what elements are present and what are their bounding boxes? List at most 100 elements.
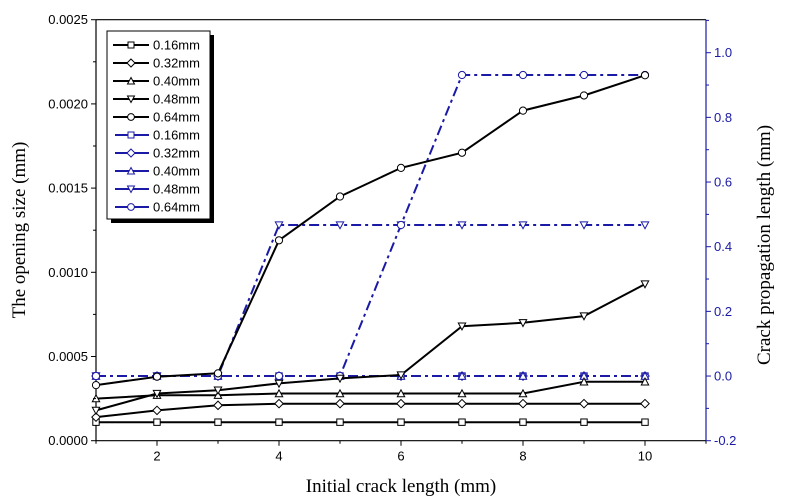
marker-circle-icon	[457, 148, 467, 157]
marker-square-icon	[641, 418, 649, 426]
marker-triangle-down-icon	[213, 386, 223, 395]
marker-triangle-down-icon	[274, 221, 284, 230]
y-tick-label-right: 0.8	[714, 110, 732, 125]
series-032mm-left	[91, 398, 650, 423]
marker-triangle-down-icon	[152, 389, 162, 399]
marker-diamond-icon	[152, 405, 162, 416]
marker-triangle-up-icon	[126, 76, 136, 85]
marker-circle-icon	[457, 70, 467, 80]
marker-circle-icon	[518, 70, 528, 80]
y-tick-label-right: -0.2	[714, 433, 736, 448]
marker-diamond-icon	[579, 398, 589, 409]
series-layer	[91, 70, 650, 426]
legend-label: 0.48mm	[153, 92, 200, 107]
marker-diamond-icon	[518, 398, 528, 409]
y-tick-label-left: 0.0010	[48, 265, 88, 280]
marker-circle-icon	[274, 371, 284, 381]
marker-diamond-icon	[91, 412, 101, 423]
legend-label: 0.64mm	[153, 200, 200, 215]
marker-triangle-down-icon	[518, 319, 528, 328]
marker-triangle-down-icon	[126, 95, 136, 104]
marker-triangle-up-icon	[335, 388, 345, 398]
legend-item: 0.40mm	[115, 164, 200, 179]
marker-diamond-icon	[274, 398, 284, 409]
marker-circle-icon	[152, 372, 162, 381]
legend: 0.16mm 0.32mm 0.40mm 0.48mm 0.64mm 0.16mm 0.32…	[106, 30, 214, 223]
x-tick-label: 10	[638, 449, 652, 464]
series-048mm-left	[91, 280, 650, 416]
y-tick-label-right: 0.2	[714, 304, 732, 319]
marker-circle-icon	[579, 70, 589, 80]
marker-circle-icon	[91, 371, 101, 381]
series-016mm-left	[92, 418, 649, 426]
marker-circle-icon	[335, 192, 345, 201]
marker-triangle-up-icon	[579, 377, 589, 386]
y-tick-label-left: 0.0000	[48, 433, 88, 448]
marker-triangle-up-icon	[518, 388, 528, 398]
marker-triangle-down-icon	[335, 374, 345, 384]
y-axis-title-left: The opening size (mm)	[9, 142, 30, 319]
legend-item: 0.32mm	[115, 146, 200, 161]
legend-item: 0.16mm	[113, 38, 200, 53]
marker-triangle-up-icon	[126, 166, 136, 175]
marker-circle-icon	[274, 236, 284, 245]
axes-layer: 2 4 6 8 100.00000.00050.00100.00150.00200.00…	[48, 12, 736, 464]
legend-item: 0.64mm	[113, 110, 200, 125]
legend-label: 0.40mm	[153, 74, 200, 89]
y-axis-title-right: Crack propagation length (mm)	[754, 125, 775, 365]
marker-circle-icon	[91, 381, 101, 390]
marker-square-icon	[336, 418, 344, 426]
marker-triangle-up-icon	[213, 390, 223, 399]
marker-diamond-icon	[640, 398, 650, 409]
legend-item: 0.48mm	[115, 182, 200, 197]
y-tick-label-right: 0.0	[714, 369, 732, 384]
marker-triangle-up-icon	[640, 377, 650, 386]
marker-circle-icon	[396, 220, 406, 230]
x-tick-label: 8	[519, 449, 526, 464]
legend-item: 0.40mm	[113, 74, 200, 89]
marker-circle-icon	[396, 163, 406, 172]
legend-item: 0.16mm	[115, 128, 200, 143]
legend-label: 0.32mm	[153, 56, 200, 71]
marker-triangle-up-icon	[457, 388, 467, 398]
y-tick-label-left: 0.0025	[48, 12, 88, 27]
series-040mm-left	[91, 377, 650, 403]
x-axis-title: Initial crack length (mm)	[306, 476, 496, 497]
y-tick-label-right: 0.4	[714, 239, 732, 254]
legend-label: 0.16mm	[153, 38, 200, 53]
marker-triangle-down-icon	[518, 221, 528, 230]
y-tick-label-left: 0.0015	[48, 181, 88, 196]
legend-label: 0.48mm	[153, 182, 200, 197]
marker-triangle-up-icon	[396, 388, 406, 398]
marker-triangle-down-icon	[579, 312, 589, 321]
marker-triangle-up-icon	[518, 371, 528, 380]
marker-circle-icon	[579, 91, 589, 100]
legend-item: 0.64mm	[115, 200, 200, 215]
marker-square-icon	[153, 418, 161, 426]
marker-triangle-up-icon	[457, 371, 467, 380]
marker-square-icon	[127, 131, 135, 139]
marker-triangle-down-icon	[457, 322, 467, 331]
marker-triangle-down-icon	[91, 406, 101, 416]
marker-diamond-icon	[396, 398, 406, 409]
marker-diamond-icon	[335, 398, 345, 409]
marker-square-icon	[214, 418, 222, 426]
marker-diamond-icon	[457, 398, 467, 409]
y-tick-label-right: 0.6	[714, 175, 732, 190]
marker-triangle-down-icon	[640, 280, 650, 289]
legend-item: 0.48mm	[113, 92, 200, 107]
marker-triangle-down-icon	[640, 221, 650, 230]
legend-label: 0.64mm	[153, 110, 200, 125]
marker-square-icon	[458, 418, 466, 426]
marker-triangle-up-icon	[274, 388, 284, 398]
marker-triangle-down-icon	[274, 379, 284, 389]
marker-triangle-down-icon	[457, 221, 467, 230]
series-064mm-left	[91, 71, 650, 390]
marker-diamond-icon	[126, 148, 136, 158]
y-tick-label-left: 0.0020	[48, 96, 88, 111]
marker-circle-icon	[213, 369, 223, 378]
marker-circle-icon	[127, 203, 135, 211]
marker-circle-icon	[518, 106, 528, 115]
marker-square-icon	[580, 418, 588, 426]
